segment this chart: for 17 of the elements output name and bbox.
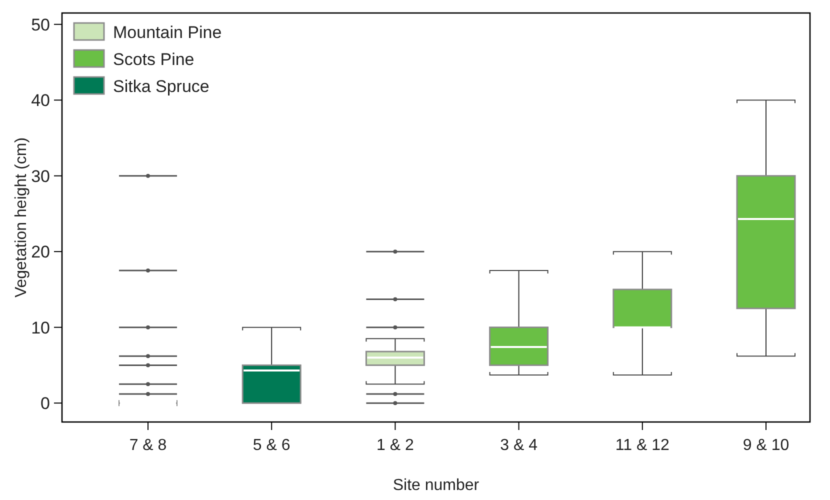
- y-tick-label: 0: [40, 394, 50, 414]
- x-tick-label: 11 & 12: [615, 437, 670, 454]
- x-axis-title: Site number: [392, 477, 480, 494]
- y-tick-label: 10: [31, 318, 50, 338]
- x-tick-label: 5 & 6: [252, 437, 290, 454]
- y-tick-label: 30: [31, 166, 50, 186]
- y-tick-label: 50: [31, 15, 50, 34]
- legend-label: Scots Pine: [113, 50, 194, 69]
- x-tick-label: 3 & 4: [500, 437, 538, 454]
- y-tick-label: 20: [31, 242, 50, 262]
- y-axis-title: Vegetation height (cm): [13, 137, 30, 298]
- x-tick-label: 9 & 10: [742, 437, 790, 454]
- legend-label: Sitka Spruce: [113, 76, 210, 96]
- x-tick-label: 1 & 2: [376, 437, 414, 454]
- legend-label: Mountain Pine: [113, 22, 222, 42]
- x-tick-label: 7 & 8: [129, 437, 167, 454]
- y-tick-label: 40: [31, 91, 50, 110]
